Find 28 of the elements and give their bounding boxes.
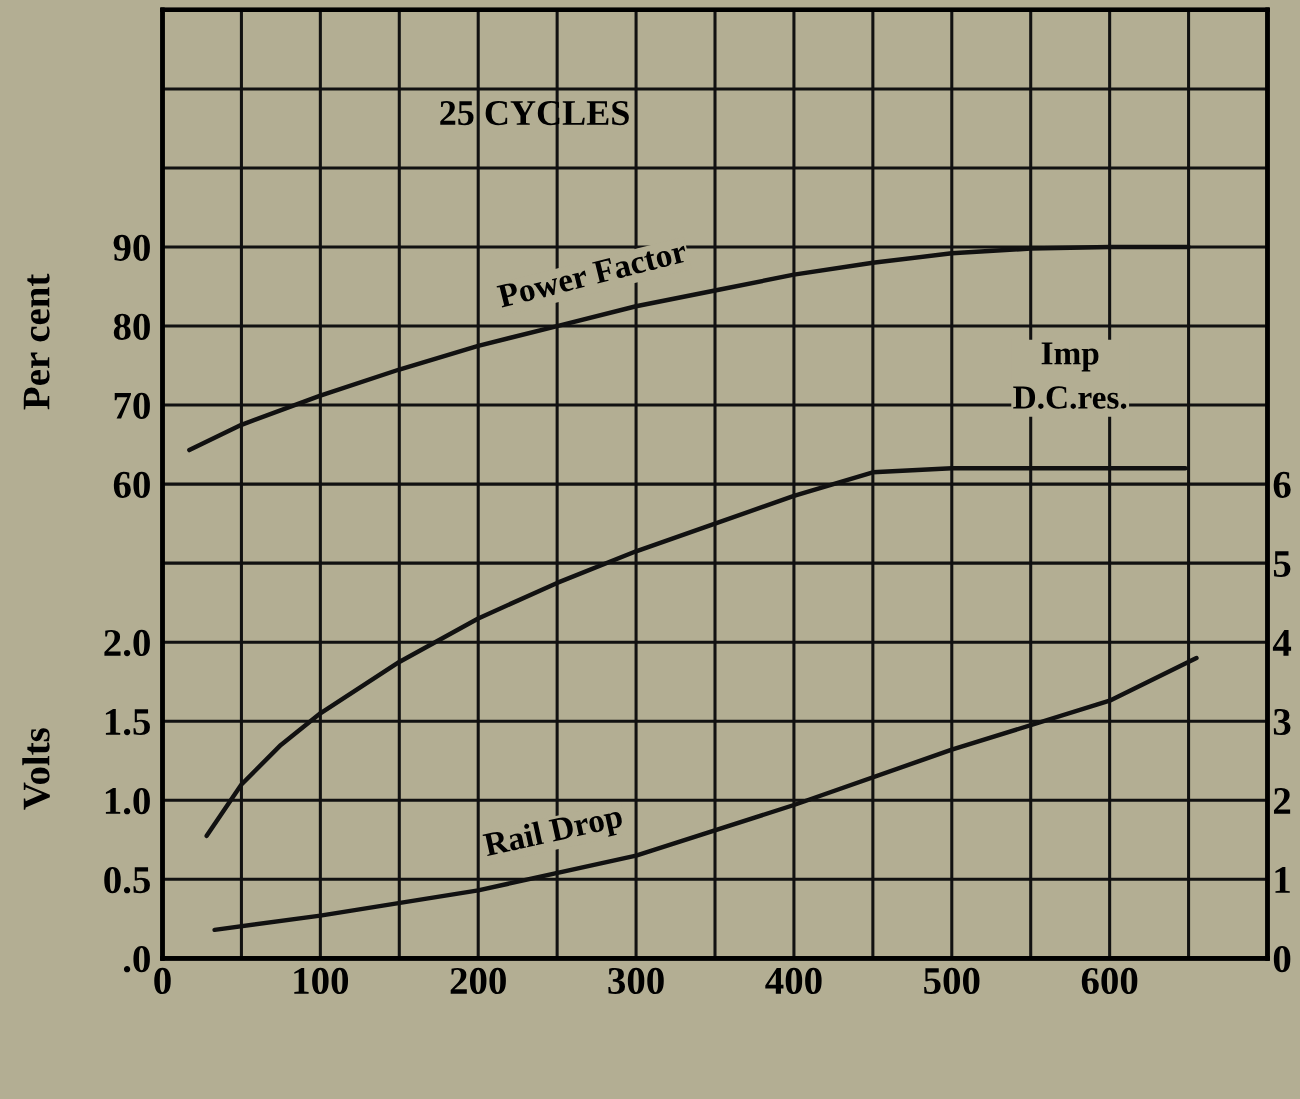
y3-tick-label: 80: [113, 313, 150, 340]
y2-tick-label: 6: [1273, 471, 1291, 498]
y2-tick-label: 5: [1273, 551, 1291, 578]
x-tick-label: 600: [1081, 967, 1138, 995]
text: Rail Drop: [482, 803, 625, 864]
y-tick-label: 1.5: [105, 709, 150, 736]
y-tick-label: 2.0: [104, 629, 150, 657]
y2-tick-label: 2: [1274, 788, 1291, 814]
text: Power Factor: [496, 239, 688, 308]
y3-tick-label: 70: [114, 392, 150, 419]
y3-tick-label: 90: [113, 234, 150, 261]
y2-tick-label: 4: [1272, 630, 1292, 656]
x-tick-label: 500: [924, 967, 980, 995]
x-tick-label: 0: [154, 967, 171, 995]
y3-tick-label: 60: [113, 471, 150, 498]
y2-tick-label: 0: [1273, 945, 1291, 973]
y-tick-label: 0.5: [104, 866, 150, 894]
y2-tick-label: 3: [1273, 708, 1291, 736]
y3-axis-title: Per cent: [23, 273, 50, 410]
y2-tick-label: 1: [1275, 867, 1290, 893]
x-tick-label: 300: [608, 967, 664, 995]
y-tick-label: .0: [123, 945, 150, 973]
x-tick-label: 400: [765, 967, 822, 995]
x-tick-label: 100: [294, 967, 349, 995]
series-label: Imp D.C.res.: [1013, 342, 1127, 409]
y-axis-title: Volts: [22, 728, 50, 810]
x-tick-label: 200: [450, 967, 506, 995]
y-tick-label: 1.0: [105, 787, 150, 815]
